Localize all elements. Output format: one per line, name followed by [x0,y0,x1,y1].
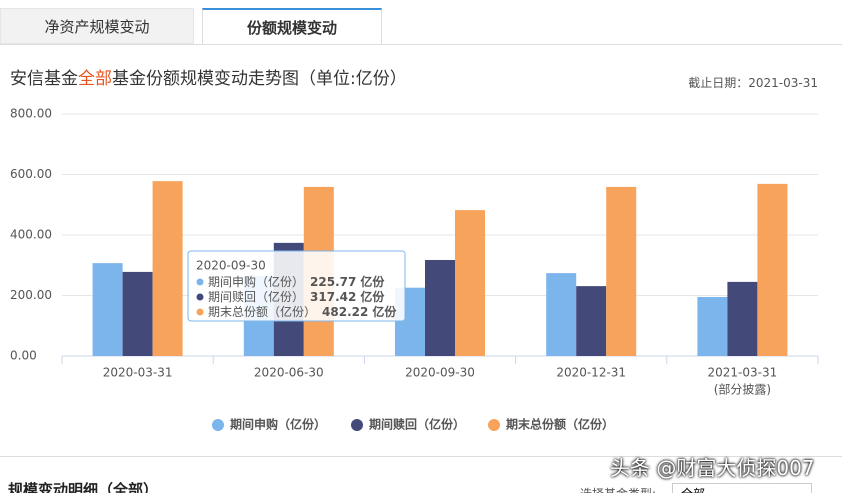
tooltip-marker [196,308,204,316]
chart: 0.00 200.00 400.00 600.00 800.00 2020-03-31 20… [10,107,819,432]
y-tick-label: 0.00 [10,349,37,363]
y-tick-label: 600.00 [10,167,52,181]
x-tick-label: 2020-12-31 [556,366,626,380]
bar [122,271,153,356]
tooltip-unit: 亿份 [372,304,397,319]
watermark: 头条 @财富大侦探007 [610,456,815,480]
bar [757,183,788,356]
tooltip-unit: 亿份 [360,274,385,289]
tooltip-row: 期末总份额（亿份） 482.22 亿份 [208,304,397,319]
y-tick-label: 800.00 [10,107,52,121]
title-part: 基金份额规模变动走势图（单位:亿份） [112,69,407,89]
tooltip-series-name: 期末总份额（亿份） [208,304,316,319]
select-label: 选择基金类型: [580,485,656,493]
tooltip-box [187,250,406,322]
section-title: 规模变动明细（全部） [8,481,159,493]
tooltip-value: 482.22 [322,305,368,319]
y-tick-label: 200.00 [10,288,52,302]
tooltip-series-name: 期间赎回（亿份） [208,289,304,304]
bar [152,181,183,356]
tooltip-row: 期间赎回（亿份） 317.42 亿份 [208,289,385,304]
x-tick-label: 2020-09-30 [405,366,475,380]
tooltip-unit: 亿份 [360,289,385,304]
legend-label: 期间申购（亿份） [230,417,326,432]
y-tick-label: 400.00 [10,228,52,242]
tooltip-title: 2020-09-30 [196,259,266,273]
chart-title: 安信基金全部基金份额规模变动走势图（单位:亿份） [10,64,407,89]
tooltip-marker [196,293,204,301]
legend-label: 期间赎回（亿份） [369,417,465,432]
select[interactable]: 全部 [672,483,812,493]
as-of-date: 截止日期：2021-03-31 [688,76,818,90]
bar [697,297,728,356]
x-tick-label: 2020-03-31 [103,366,173,380]
tooltip-row: 期间申购（亿份） 225.77 亿份 [208,274,385,289]
tooltip-series-name: 期间申购（亿份） [208,274,304,289]
tab[interactable]: 净资产规模变动 [0,8,194,44]
tooltip-marker [196,278,204,286]
legend-marker [351,419,363,431]
detail-section: 规模变动明细（全部） 选择基金类型: 全部 [0,456,842,493]
x-tick-sublabel: (部分披露) [714,382,771,397]
tooltip-value: 225.77 [310,275,356,289]
bar [576,286,607,356]
divider [0,44,842,45]
tooltip-value: 317.42 [310,290,356,304]
title-part: 安信基金 [10,69,78,89]
bar [606,186,637,356]
x-tick-label: 2020-06-30 [254,366,324,380]
title-highlight: 全部 [78,69,112,89]
x-tick-label: 2021-03-31 [708,366,778,380]
legend-label: 期末总份额（亿份） [506,417,614,432]
bar [455,210,485,356]
bar [727,281,758,356]
bar [546,273,577,356]
legend-marker [488,419,500,431]
bar [425,259,455,356]
bar [92,263,123,356]
tab-active[interactable]: 份额规模变动 [202,8,382,44]
legend-marker [212,419,224,431]
